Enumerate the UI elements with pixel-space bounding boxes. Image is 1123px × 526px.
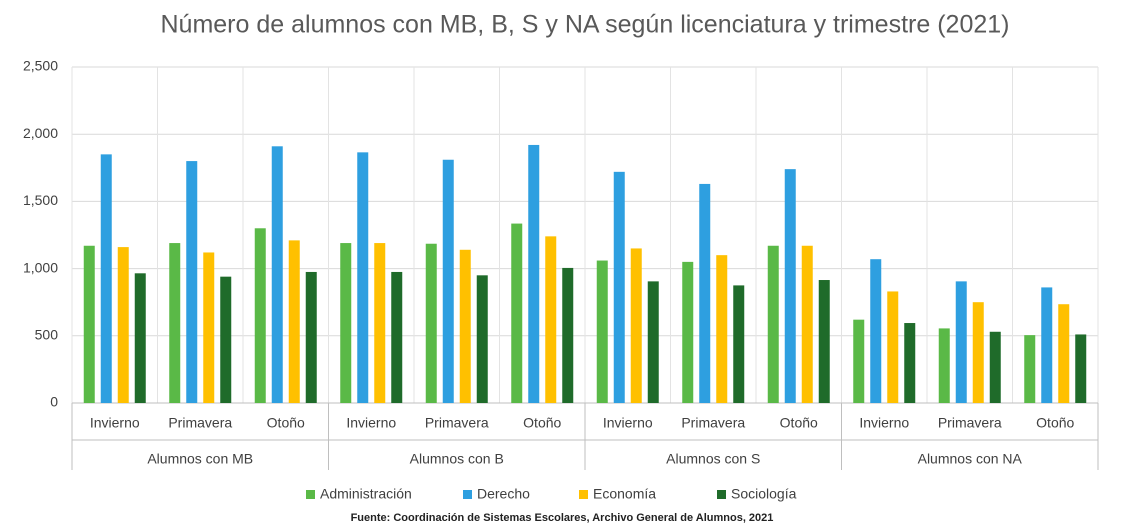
bar	[511, 223, 523, 403]
group-label: Alumnos con MB	[147, 451, 253, 467]
bar	[203, 252, 215, 403]
bar	[801, 245, 813, 403]
legend-swatch	[463, 490, 472, 499]
source-note: Fuente: Coordinación de Sistemas Escolar…	[351, 512, 774, 524]
bar	[955, 281, 967, 403]
x-tick-label: Otoño	[780, 415, 818, 431]
bar	[682, 261, 694, 403]
bar	[169, 243, 181, 403]
x-tick-label: Otoño	[267, 415, 305, 431]
y-tick-label: 2,000	[23, 125, 58, 141]
x-tick-label: Primavera	[168, 415, 232, 431]
bar	[442, 159, 454, 403]
bar	[459, 249, 471, 403]
legend-swatch	[717, 490, 726, 499]
bar	[528, 144, 540, 403]
group-label: Alumnos con B	[410, 451, 504, 467]
bar	[818, 280, 830, 403]
bar	[254, 228, 266, 403]
bar	[134, 273, 146, 403]
x-tick-label: Primavera	[681, 415, 745, 431]
bar	[870, 259, 882, 403]
legend-swatch	[579, 490, 588, 499]
bar	[972, 302, 984, 403]
y-tick-label: 0	[50, 394, 58, 410]
x-tick-label: Otoño	[523, 415, 561, 431]
chart-title: Número de alumnos con MB, B, S y NA segú…	[161, 11, 1010, 39]
group-label: Alumnos con NA	[918, 451, 1023, 467]
legend-label: Administración	[320, 486, 412, 502]
x-tick-label: Primavera	[938, 415, 1002, 431]
bar	[562, 267, 574, 403]
bar	[630, 248, 642, 403]
y-tick-label: 1,500	[23, 192, 58, 208]
bar	[1058, 304, 1070, 403]
bar	[357, 152, 369, 403]
bar	[647, 281, 659, 403]
bar	[83, 245, 95, 403]
x-tick-label: Invierno	[346, 415, 396, 431]
bar	[220, 276, 232, 403]
x-tick-label: Otoño	[1036, 415, 1074, 431]
legend-swatch	[306, 490, 315, 499]
bar	[699, 183, 711, 403]
bar	[733, 285, 745, 403]
bar	[117, 247, 129, 403]
group-label: Alumnos con S	[666, 451, 760, 467]
bar	[904, 323, 916, 403]
y-tick-label: 2,500	[23, 58, 58, 74]
bar	[767, 245, 779, 403]
bar	[100, 154, 112, 403]
bar	[186, 161, 198, 403]
bar	[716, 255, 728, 403]
x-tick-label: Primavera	[425, 415, 489, 431]
bar	[853, 319, 865, 403]
bar	[1041, 287, 1053, 403]
x-tick-label: Invierno	[603, 415, 653, 431]
legend-label: Economía	[593, 486, 656, 502]
legend-label: Derecho	[477, 486, 530, 502]
bar	[887, 291, 899, 403]
bar	[391, 271, 403, 403]
bar	[425, 243, 437, 403]
x-tick-label: Invierno	[90, 415, 140, 431]
bar	[1075, 334, 1087, 403]
y-tick-label: 1,000	[23, 259, 58, 275]
y-tick-label: 500	[35, 327, 59, 343]
bar	[989, 331, 1001, 403]
bar	[596, 260, 608, 403]
bar	[374, 243, 386, 403]
bar	[476, 275, 488, 403]
bar	[288, 240, 300, 403]
bar	[305, 271, 317, 403]
x-tick-label: Invierno	[859, 415, 909, 431]
legend-label: Sociología	[731, 486, 797, 502]
bar	[271, 146, 283, 403]
bar	[613, 171, 625, 403]
bar	[1024, 335, 1036, 403]
bar	[340, 243, 352, 403]
bar	[938, 328, 950, 403]
bar	[545, 236, 557, 403]
bar	[784, 169, 796, 403]
